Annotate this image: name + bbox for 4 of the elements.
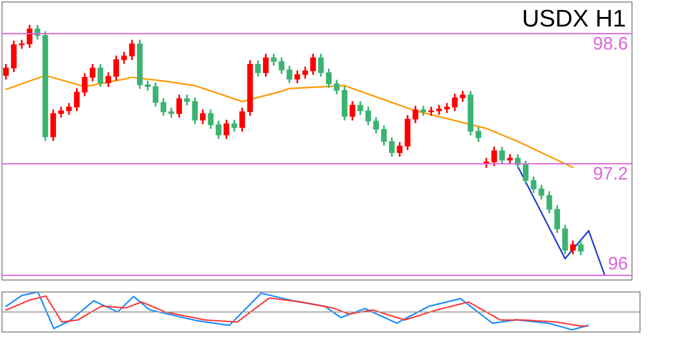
ref-line-label: 96	[608, 253, 628, 274]
ref-line-label: 97.2	[592, 164, 628, 184]
ref-line-label: 98.6	[592, 34, 628, 54]
chart-title: USDX H1	[522, 6, 626, 33]
